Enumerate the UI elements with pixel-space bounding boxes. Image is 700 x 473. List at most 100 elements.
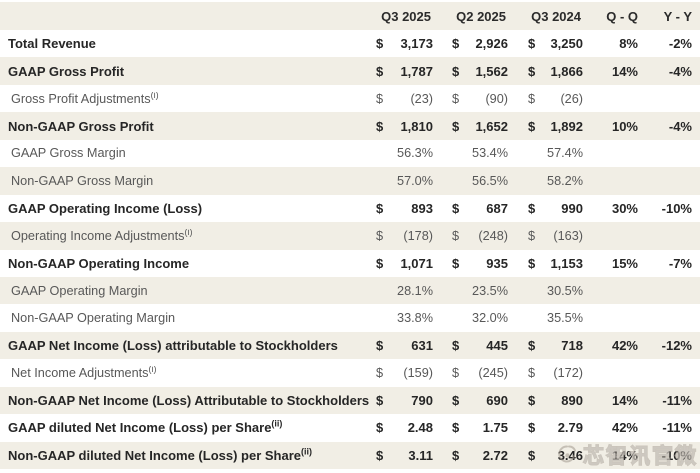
value-cell: 631 xyxy=(411,338,433,354)
value-cell: 3.46 xyxy=(557,447,583,463)
row-label: Non-GAAP Net Income (Loss) Attributable … xyxy=(8,392,370,408)
currency-symbol: $ xyxy=(376,420,384,436)
table-row: Non-GAAP Gross Margin 57.0% 56.5% 58.2% xyxy=(0,167,700,195)
value-cell: (26) xyxy=(560,91,583,106)
currency-symbol: $ xyxy=(376,365,384,380)
qq-change-cell: 42% xyxy=(611,338,638,354)
qq-change-cell: 14% xyxy=(611,392,638,408)
row-label: GAAP Gross Profit xyxy=(8,63,125,79)
value-cell: 30.5% xyxy=(547,283,583,298)
currency-symbol: $ xyxy=(452,392,460,408)
value-cell: 990 xyxy=(561,200,583,216)
value-cell: 33.8% xyxy=(397,311,433,326)
row-label: GAAP Net Income (Loss) attributable to S… xyxy=(8,338,338,354)
currency-symbol: $ xyxy=(452,118,460,134)
value-cell: (178) xyxy=(403,228,433,243)
value-cell: 690 xyxy=(486,392,508,408)
value-cell: 1,892 xyxy=(550,118,583,134)
value-cell: 28.1% xyxy=(397,283,433,298)
table-row: Gross Profit Adjustments(i) $ (23) $ (90) $ (2… xyxy=(0,84,700,113)
row-label: Non-GAAP Gross Profit xyxy=(8,118,154,134)
currency-symbol: $ xyxy=(376,447,384,463)
value-cell: (159) xyxy=(403,365,433,380)
value-cell: 1,810 xyxy=(400,118,433,134)
value-cell: 3,173 xyxy=(400,36,433,52)
currency-symbol: $ xyxy=(528,338,536,354)
row-label: GAAP diluted Net Income (Loss) per Share… xyxy=(8,420,283,436)
value-cell: 2.48 xyxy=(407,420,433,436)
currency-symbol: $ xyxy=(376,118,384,134)
currency-symbol: $ xyxy=(528,200,536,216)
value-cell: (163) xyxy=(553,228,583,243)
table-body: Total Revenue $3,173 $2,926 $3,250 8% -2% GAAP… xyxy=(0,30,700,469)
table-row: GAAP diluted Net Income (Loss) per Share… xyxy=(0,414,700,442)
currency-symbol: $ xyxy=(376,36,384,52)
value-cell: 53.4% xyxy=(472,146,508,161)
column-header-q3-2024: Q3 2024 xyxy=(531,8,581,24)
value-cell: 1,652 xyxy=(475,118,508,134)
currency-symbol: $ xyxy=(528,447,536,463)
row-label: Non-GAAP Operating Margin xyxy=(11,311,176,326)
value-cell: (248) xyxy=(478,228,508,243)
value-cell: 3,250 xyxy=(550,36,583,52)
currency-symbol: $ xyxy=(452,36,460,52)
value-cell: 1,787 xyxy=(400,63,433,79)
value-cell: 935 xyxy=(486,255,508,271)
value-cell: 890 xyxy=(561,392,583,408)
value-cell: 2,926 xyxy=(475,36,508,52)
table-row: Operating Income Adjustments(i) $ (178) $ (2… xyxy=(0,222,700,250)
value-cell: 58.2% xyxy=(547,173,583,188)
yy-change-cell: -7% xyxy=(668,255,692,271)
yy-change-cell: -12% xyxy=(661,338,692,354)
currency-symbol: $ xyxy=(452,338,460,354)
column-header-yy: Y - Y xyxy=(663,8,692,24)
value-cell: 718 xyxy=(561,338,583,354)
value-cell: 790 xyxy=(411,392,433,408)
currency-symbol: $ xyxy=(376,338,384,354)
currency-symbol: $ xyxy=(376,63,384,79)
currency-symbol: $ xyxy=(528,118,536,134)
currency-symbol: $ xyxy=(528,228,536,243)
currency-symbol: $ xyxy=(452,420,460,436)
value-cell: 1,866 xyxy=(550,63,583,79)
row-label: Non-GAAP Gross Margin xyxy=(11,173,154,188)
currency-symbol: $ xyxy=(452,91,460,106)
row-label: Operating Income Adjustments(i) xyxy=(11,228,193,243)
row-label: Gross Profit Adjustments(i) xyxy=(11,91,159,106)
currency-symbol: $ xyxy=(528,420,536,436)
value-cell: 2.79 xyxy=(557,420,583,436)
table-row: GAAP Operating Income (Loss) $893 $687 $990… xyxy=(0,194,700,223)
currency-symbol: $ xyxy=(452,365,460,380)
value-cell: 1,562 xyxy=(475,63,508,79)
qq-change-cell: 14% xyxy=(611,447,638,463)
value-cell: 56.5% xyxy=(472,173,508,188)
currency-symbol: $ xyxy=(376,91,384,106)
table-row: GAAP Gross Profit $1,787 $1,562 $1,866 14% -4… xyxy=(0,57,700,85)
yy-change-cell: -11% xyxy=(662,420,692,436)
currency-symbol: $ xyxy=(376,255,384,271)
table-row: Total Revenue $3,173 $2,926 $3,250 8% -2% xyxy=(0,30,700,58)
currency-symbol: $ xyxy=(376,228,384,243)
row-label: GAAP Operating Margin xyxy=(11,283,148,298)
value-cell: (90) xyxy=(485,91,508,106)
currency-symbol: $ xyxy=(452,228,460,243)
column-header-q2-2025: Q2 2025 xyxy=(456,8,506,24)
value-cell: 3.11 xyxy=(408,447,433,463)
table-row: Non-GAAP Gross Profit $1,810 $1,652 $1,892 1… xyxy=(0,112,700,140)
value-cell: 893 xyxy=(411,200,433,216)
currency-symbol: $ xyxy=(452,447,460,463)
value-cell: (245) xyxy=(478,365,508,380)
table-row: GAAP Gross Margin 56.3% 53.4% 57.4% xyxy=(0,139,700,168)
value-cell: 1.75 xyxy=(482,420,508,436)
value-cell: 1,153 xyxy=(550,255,583,271)
table-row: Non-GAAP Net Income (Loss) Attributable … xyxy=(0,386,700,415)
currency-symbol: $ xyxy=(528,91,536,106)
currency-symbol: $ xyxy=(452,255,460,271)
qq-change-cell: 10% xyxy=(611,118,638,134)
currency-symbol: $ xyxy=(528,392,536,408)
column-header-q3-2025: Q3 2025 xyxy=(381,8,431,24)
currency-symbol: $ xyxy=(452,200,460,216)
qq-change-cell: 14% xyxy=(611,63,638,79)
currency-symbol: $ xyxy=(376,392,384,408)
